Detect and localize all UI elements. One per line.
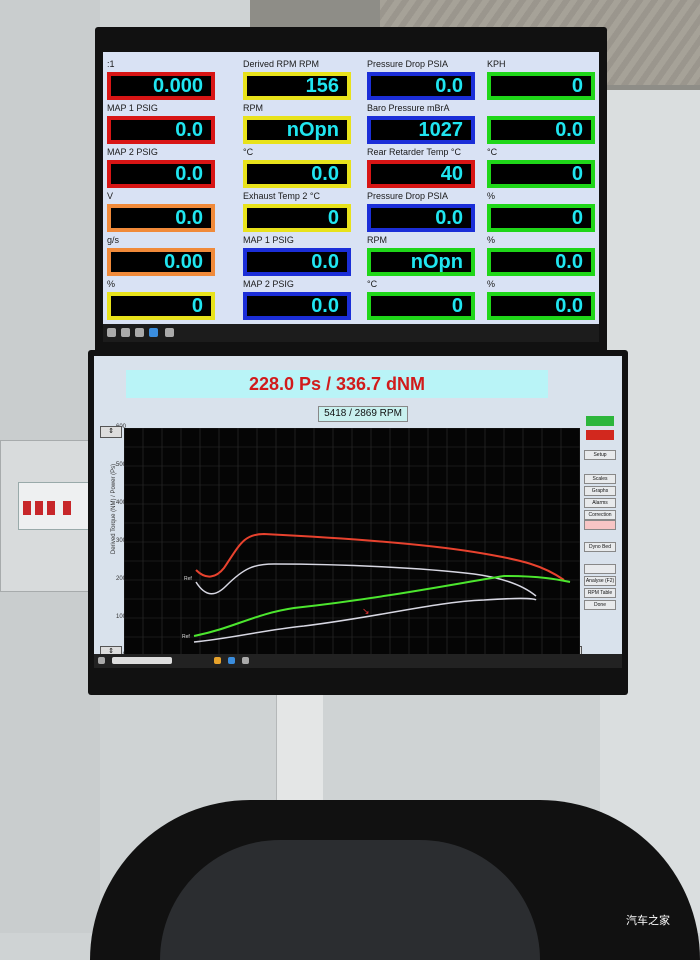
- gauge-label: MAP 1 PSIG: [243, 235, 294, 245]
- gauge-value: 0.0: [107, 160, 215, 188]
- alarms-button[interactable]: Alarms: [584, 498, 616, 508]
- gauge-value: 1027: [367, 116, 475, 144]
- gauge-value: 0: [487, 160, 595, 188]
- gauge-label: °C: [367, 279, 378, 289]
- fuse-strip: [18, 482, 92, 530]
- cursor-marker-icon[interactable]: ↘: [362, 606, 370, 616]
- scale-up-button[interactable]: ⇕: [100, 426, 122, 438]
- gauge-label: MAP 2 PSIG: [243, 279, 294, 289]
- gauge-value: 0.0: [243, 248, 351, 276]
- status-red-indicator: [586, 430, 614, 440]
- y-tick: 200: [115, 576, 126, 582]
- gauge-label: °C: [487, 147, 498, 157]
- status-green-indicator: [586, 416, 614, 426]
- gauge-label: g/s: [107, 235, 120, 245]
- gauge-label: °C: [243, 147, 254, 157]
- gauge-value: nOpn: [367, 248, 475, 276]
- search-icon[interactable]: [121, 328, 130, 337]
- gauge-label: MAP 2 PSIG: [107, 147, 158, 157]
- scales-button[interactable]: Scales: [584, 474, 616, 484]
- gauge-value: 0.0: [243, 160, 351, 188]
- analyse-button[interactable]: Analyse (F2): [584, 576, 616, 586]
- gauge-label: Baro Pressure mBrA: [367, 103, 450, 113]
- gauge-label: Derived RPM RPM: [243, 59, 320, 69]
- gauge-value: 0.0: [107, 204, 215, 232]
- gauge-value: 40: [367, 160, 475, 188]
- setup-button[interactable]: Setup: [584, 450, 616, 460]
- gauge-value: 0.0: [243, 292, 351, 320]
- done-button[interactable]: Done: [584, 600, 616, 610]
- windows-start-icon[interactable]: [107, 328, 116, 337]
- dyno-plot: Ref Ref ↘: [124, 428, 580, 658]
- gauge-label: MAP 1 PSIG: [107, 103, 158, 113]
- gauge-label: %: [487, 191, 496, 201]
- gauge-value: 0.0: [487, 116, 595, 144]
- gauge-screen: :1 0.000 MAP 1 PSIG 0.0 MAP 2 PSIG 0.0 V 0.0 g/s…: [103, 52, 599, 342]
- gauge-label: Exhaust Temp 2 °C: [243, 191, 320, 201]
- y-axis-label: Derived Torque (NM) / Power (Ps): [111, 463, 117, 555]
- gauge-label: Pressure Drop PSIA: [367, 191, 449, 201]
- gauge-value: 0.0: [367, 204, 475, 232]
- power-readout: 228.0 Ps / 336.7 dNM: [248, 374, 426, 394]
- watermark: 汽车之家: [626, 915, 670, 927]
- app-icon[interactable]: [165, 328, 174, 337]
- search-box[interactable]: [112, 657, 172, 664]
- gauge-label: V: [107, 191, 114, 201]
- series-label: Ref: [182, 634, 190, 640]
- gauge-value: 0.000: [107, 72, 215, 100]
- ref-torque-curve: [193, 597, 537, 643]
- folder-icon[interactable]: [214, 657, 221, 664]
- gauge-label: %: [487, 235, 496, 245]
- power-header: 228.0 Ps / 336.7 dNM: [126, 370, 548, 398]
- graphs-button[interactable]: Graphs: [584, 486, 616, 496]
- gauge-value: 0: [367, 292, 475, 320]
- gauge-label: RPM: [243, 103, 263, 113]
- rpm-readout: 5418 / 2869 RPM: [318, 406, 408, 422]
- gauge-value: 0.0: [487, 292, 595, 320]
- taskview-icon[interactable]: [135, 328, 144, 337]
- gauge-value: 0: [107, 292, 215, 320]
- rpm-table-button[interactable]: RPM Table: [584, 588, 616, 598]
- gauge-value: 0: [487, 204, 595, 232]
- gauge-label: %: [107, 279, 116, 289]
- gauge-label: Pressure Drop PSIA: [367, 59, 449, 69]
- edge-icon[interactable]: [149, 328, 158, 337]
- app-icon[interactable]: [242, 657, 249, 664]
- gauge-label: Rear Retarder Temp °C: [367, 147, 461, 157]
- car-window: [160, 840, 540, 960]
- gauge-value: 0: [487, 72, 595, 100]
- dyno-bed-button[interactable]: Dyno Bed: [584, 542, 616, 552]
- gauge-label: RPM: [367, 235, 387, 245]
- series-label: Ref: [184, 576, 192, 582]
- dyno-screen: 228.0 Ps / 336.7 dNM 5418 / 2869 RPM 600…: [94, 356, 622, 668]
- save-run-button[interactable]: [584, 564, 616, 574]
- correction-button[interactable]: Correction: [584, 510, 616, 520]
- y-tick: 300: [115, 538, 126, 544]
- gauge-value: 156: [243, 72, 351, 100]
- y-tick: 500: [115, 462, 126, 468]
- gauge-value: 0: [243, 204, 351, 232]
- gauge-label: :1: [107, 59, 115, 69]
- gauge-value: 0.00: [107, 248, 215, 276]
- gauge-label: %: [487, 279, 496, 289]
- taskbar: [94, 654, 622, 668]
- taskbar: [103, 324, 599, 342]
- gauge-value: 0.0: [107, 116, 215, 144]
- gauge-label: KPH: [487, 59, 506, 69]
- gauge-value: nOpn: [243, 116, 351, 144]
- windows-start-icon[interactable]: [98, 657, 105, 664]
- obd-button[interactable]: [584, 520, 616, 530]
- y-tick: 400: [115, 500, 126, 506]
- gauge-value: 0.0: [487, 248, 595, 276]
- control-panel: Setup Scales Graphs Alarms Correction Dy…: [584, 390, 620, 650]
- y-tick: 100: [115, 614, 126, 620]
- power-curve: [195, 532, 565, 581]
- edge-icon[interactable]: [228, 657, 235, 664]
- gauge-value: 0.0: [367, 72, 475, 100]
- torque-curve: [193, 574, 571, 637]
